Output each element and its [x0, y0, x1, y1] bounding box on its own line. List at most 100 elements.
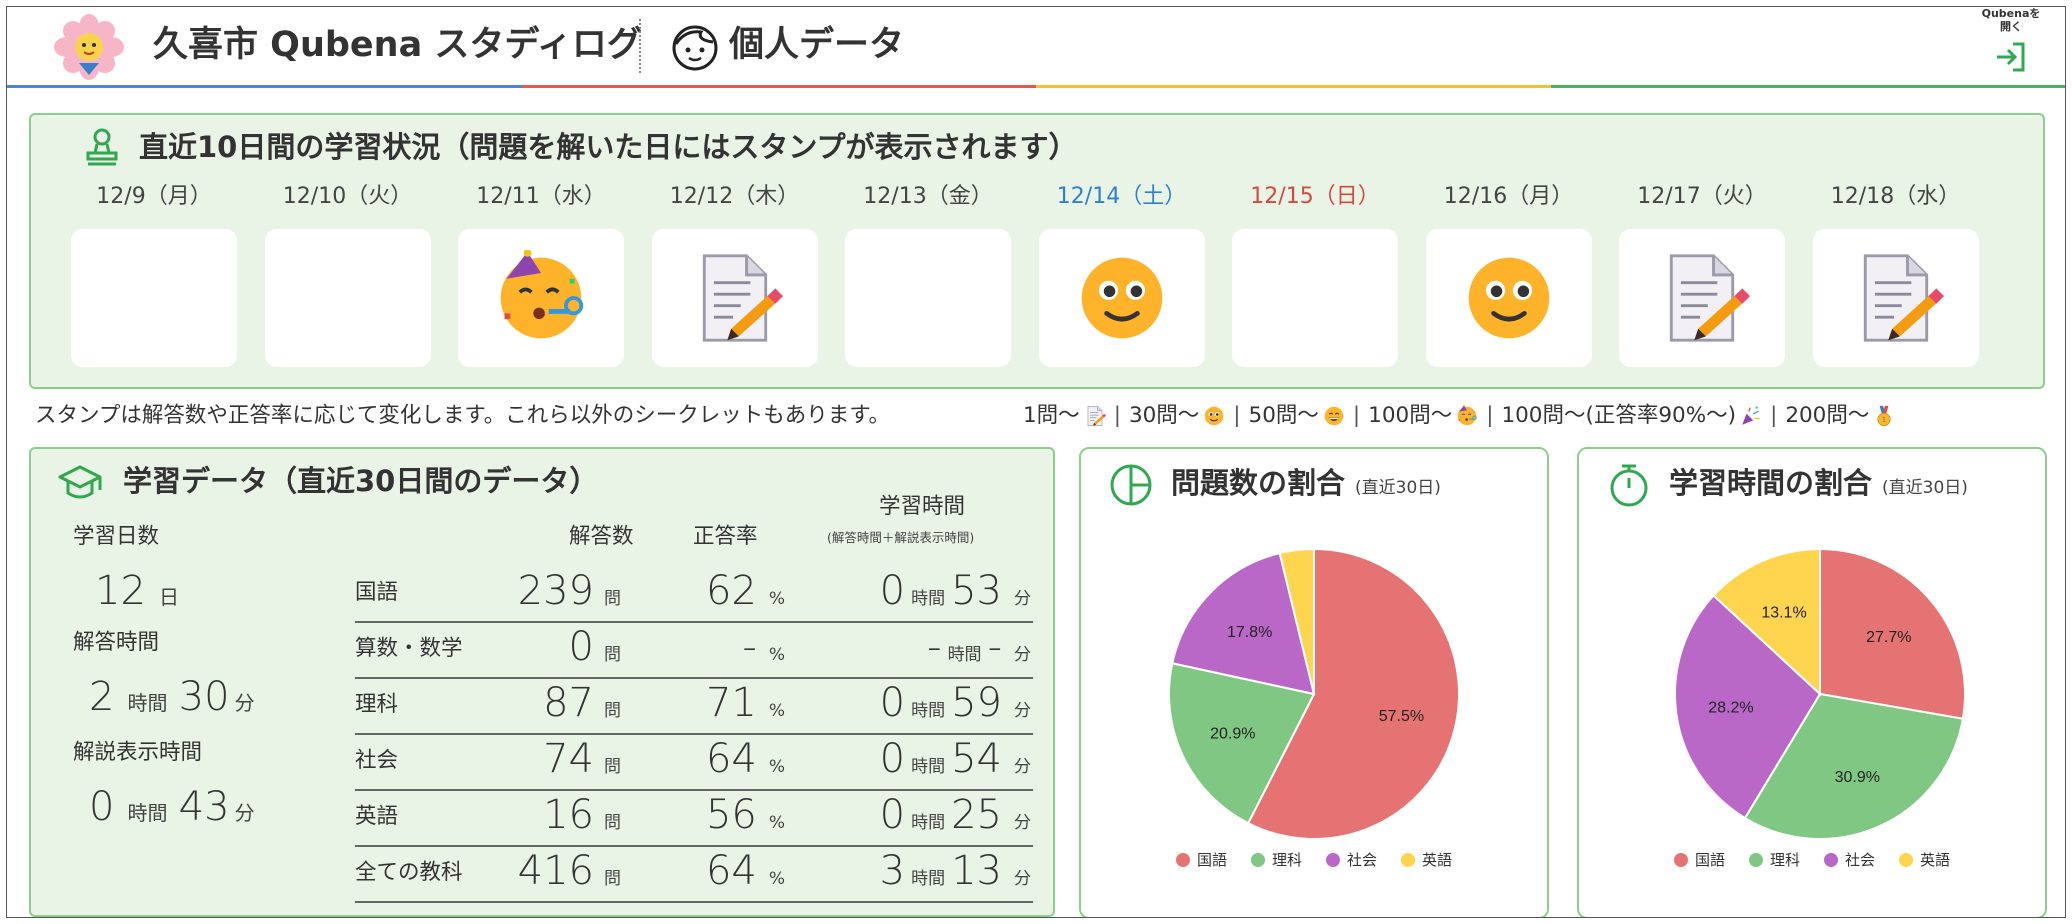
- stamps-title: 直近10日間の学習状況（問題を解いた日にはスタンプが表示されます）: [139, 130, 1078, 164]
- header-divider: [639, 19, 641, 73]
- pie-slice-理科: [1168, 662, 1316, 825]
- table-row-answers: 239 問: [517, 568, 621, 614]
- stamp-box: [845, 229, 1011, 367]
- app-title: 久喜市 Qubena スタディログ: [153, 25, 642, 65]
- stamp-date-label: 12/18（水）: [1830, 184, 1961, 209]
- memo-icon: [1863, 254, 1944, 342]
- pie-slice-社会: [1171, 551, 1316, 696]
- study-data-title: 学習データ（直近30日間のデータ）: [123, 464, 599, 498]
- stamp-box: [1425, 229, 1592, 367]
- page-title: 個人データ: [729, 25, 905, 65]
- legend-item[interactable]: 国語: [1175, 849, 1227, 870]
- pie-label: 20.9%: [1210, 726, 1255, 743]
- stamp-date-label: 12/16（月）: [1443, 184, 1574, 209]
- app-frame: 久喜市 Qubena スタディログ 個人データ Qubenaを 開く 直近10日…: [6, 6, 2066, 918]
- stamp-box: [1812, 229, 1979, 367]
- table-row-subject: 社会: [355, 748, 399, 773]
- table-row-rate: 71%: [705, 680, 785, 726]
- smile-icon: [1081, 257, 1162, 339]
- table-row-time: 0 時間 54 分: [879, 736, 1031, 782]
- table-row-time: 3 時間 13 分: [879, 848, 1031, 894]
- legend-item[interactable]: 国語: [1673, 849, 1725, 870]
- stamp-legend: 1問〜 | 30問〜 | 50問〜 | 100問〜 | 100問〜(正答率90%〜) | 200問〜…: [1023, 401, 1895, 431]
- time-ratio-title: 学習時間の割合 (直近30日): [1669, 466, 1968, 500]
- stamp-box: [458, 229, 624, 367]
- party-face-icon: [1457, 405, 1477, 426]
- stamp-legend-label: 100問〜: [1368, 403, 1453, 428]
- header-stripe-segment: [1036, 85, 1551, 88]
- table-row-subject: 理科: [355, 692, 399, 717]
- stamp-box: [1619, 229, 1785, 367]
- header-stripe-segment: [521, 85, 1036, 88]
- legend-item[interactable]: 英語: [1401, 849, 1452, 870]
- stamp-box: [1232, 229, 1398, 367]
- table-row-answers: 416 問: [517, 848, 621, 894]
- question-ratio-title: 問題数の割合 (直近30日): [1171, 466, 1441, 500]
- table-row-subject: 国語: [355, 580, 399, 605]
- stamp-box: [264, 229, 431, 367]
- question-ratio-legend: 国語 理科 社会 英語: [1081, 849, 1547, 870]
- pie-chart-icon: [1110, 464, 1152, 506]
- pie-slice-社会: [1674, 594, 1822, 820]
- table-row-divider: [355, 677, 1033, 679]
- legend-separator: |: [1486, 403, 1494, 428]
- stamp-legend-label: 100問〜(正答率90%〜): [1501, 403, 1737, 428]
- table-row-time: 0 時間 59 分: [879, 680, 1031, 726]
- table-row-rate: 56%: [705, 792, 785, 838]
- stamp-legend-label: 30問〜: [1128, 403, 1200, 428]
- stamp-date-label: 12/11（水）: [476, 184, 606, 209]
- legend-item[interactable]: 社会: [1326, 849, 1377, 870]
- question-ratio-panel: 問題数の割合 (直近30日) 57.5% 20.9% 17.8% 国語 理科 社会 英語: [1079, 447, 1549, 917]
- legend-item[interactable]: 理科: [1250, 849, 1302, 870]
- col-time-subheader: (解答時間＋解説表示時間): [827, 530, 975, 545]
- open-qubena-button[interactable]: Qubenaを 開く: [1975, 7, 2047, 85]
- stamp-note: スタンプは解答数や正答率に応じて変化します。これら以外のシークレットもあります。: [35, 403, 891, 428]
- table-row-divider: [355, 789, 1033, 791]
- stamp-date-label: 12/13（金）: [863, 184, 993, 209]
- pie-label: 13.1%: [1761, 605, 1806, 622]
- pie-slice-国語: [1819, 547, 1966, 720]
- time-ratio-legend: 国語 理科 社会 英語: [1579, 849, 2045, 870]
- table-row-subject: 全ての教科: [355, 860, 463, 885]
- memo-icon: [1669, 254, 1750, 342]
- stamp-icon: [86, 128, 118, 166]
- stamp-date-label: 12/14（土）: [1056, 184, 1187, 209]
- stamp-legend-label: 200問〜: [1785, 403, 1870, 428]
- table-row-answers: 74 問: [543, 736, 621, 782]
- legend-separator: |: [1113, 403, 1121, 428]
- header-stripe-segment: [1550, 85, 2065, 88]
- recent-stamps-panel: 直近10日間の学習状況（問題を解いた日にはスタンプが表示されます） 12/9（月…: [29, 113, 2045, 389]
- graduation-cap-icon: [58, 465, 102, 499]
- stopwatch-icon: [1610, 464, 1648, 507]
- table-row-rate: 64%: [705, 848, 785, 894]
- table-row-answers: 87 問: [543, 680, 621, 726]
- stamp-date-label: 12/12（木）: [669, 184, 800, 209]
- legend-item[interactable]: 社会: [1824, 849, 1875, 870]
- legend-separator: |: [1770, 403, 1778, 428]
- col-time-header: 学習時間: [879, 494, 966, 519]
- header-color-stripe: [7, 85, 2065, 88]
- legend-separator: |: [1233, 403, 1241, 428]
- stamp-date-label: 12/10（火）: [282, 184, 413, 209]
- person-face-icon: [672, 25, 718, 71]
- pie-label: 57.5%: [1379, 708, 1424, 725]
- pie-slice-英語: [1278, 547, 1315, 695]
- table-row-answers: 16 問: [543, 792, 621, 838]
- answer-time-value: 2 時間 30 分: [89, 674, 255, 720]
- memo-icon: [1087, 405, 1106, 427]
- legend-item[interactable]: 理科: [1748, 849, 1800, 870]
- stamp-legend-label: 1問〜: [1023, 403, 1080, 428]
- stamp-date-label: 12/9（月）: [96, 184, 212, 209]
- explain-time-label: 解説表示時間: [73, 740, 203, 765]
- stamp-box: [1038, 229, 1205, 367]
- pie-slice-国語: [1246, 547, 1460, 840]
- time-ratio-panel: 学習時間の割合 (直近30日) 27.7% 30.9% 28.2% 13.1% 国語 理科…: [1577, 447, 2047, 917]
- svg-text:1: 1: [1882, 417, 1886, 424]
- study-data-panel: 学習データ（直近30日間のデータ） 学習日数 12 日 解答時間 2 時間 30…: [29, 447, 1055, 917]
- pie-label: 30.9%: [1835, 769, 1880, 786]
- header-stripe-segment: [7, 85, 522, 88]
- study-days-label: 学習日数: [73, 524, 160, 549]
- table-row-rate: -%: [742, 624, 785, 670]
- memo-icon: [702, 254, 783, 342]
- legend-item[interactable]: 英語: [1899, 849, 1950, 870]
